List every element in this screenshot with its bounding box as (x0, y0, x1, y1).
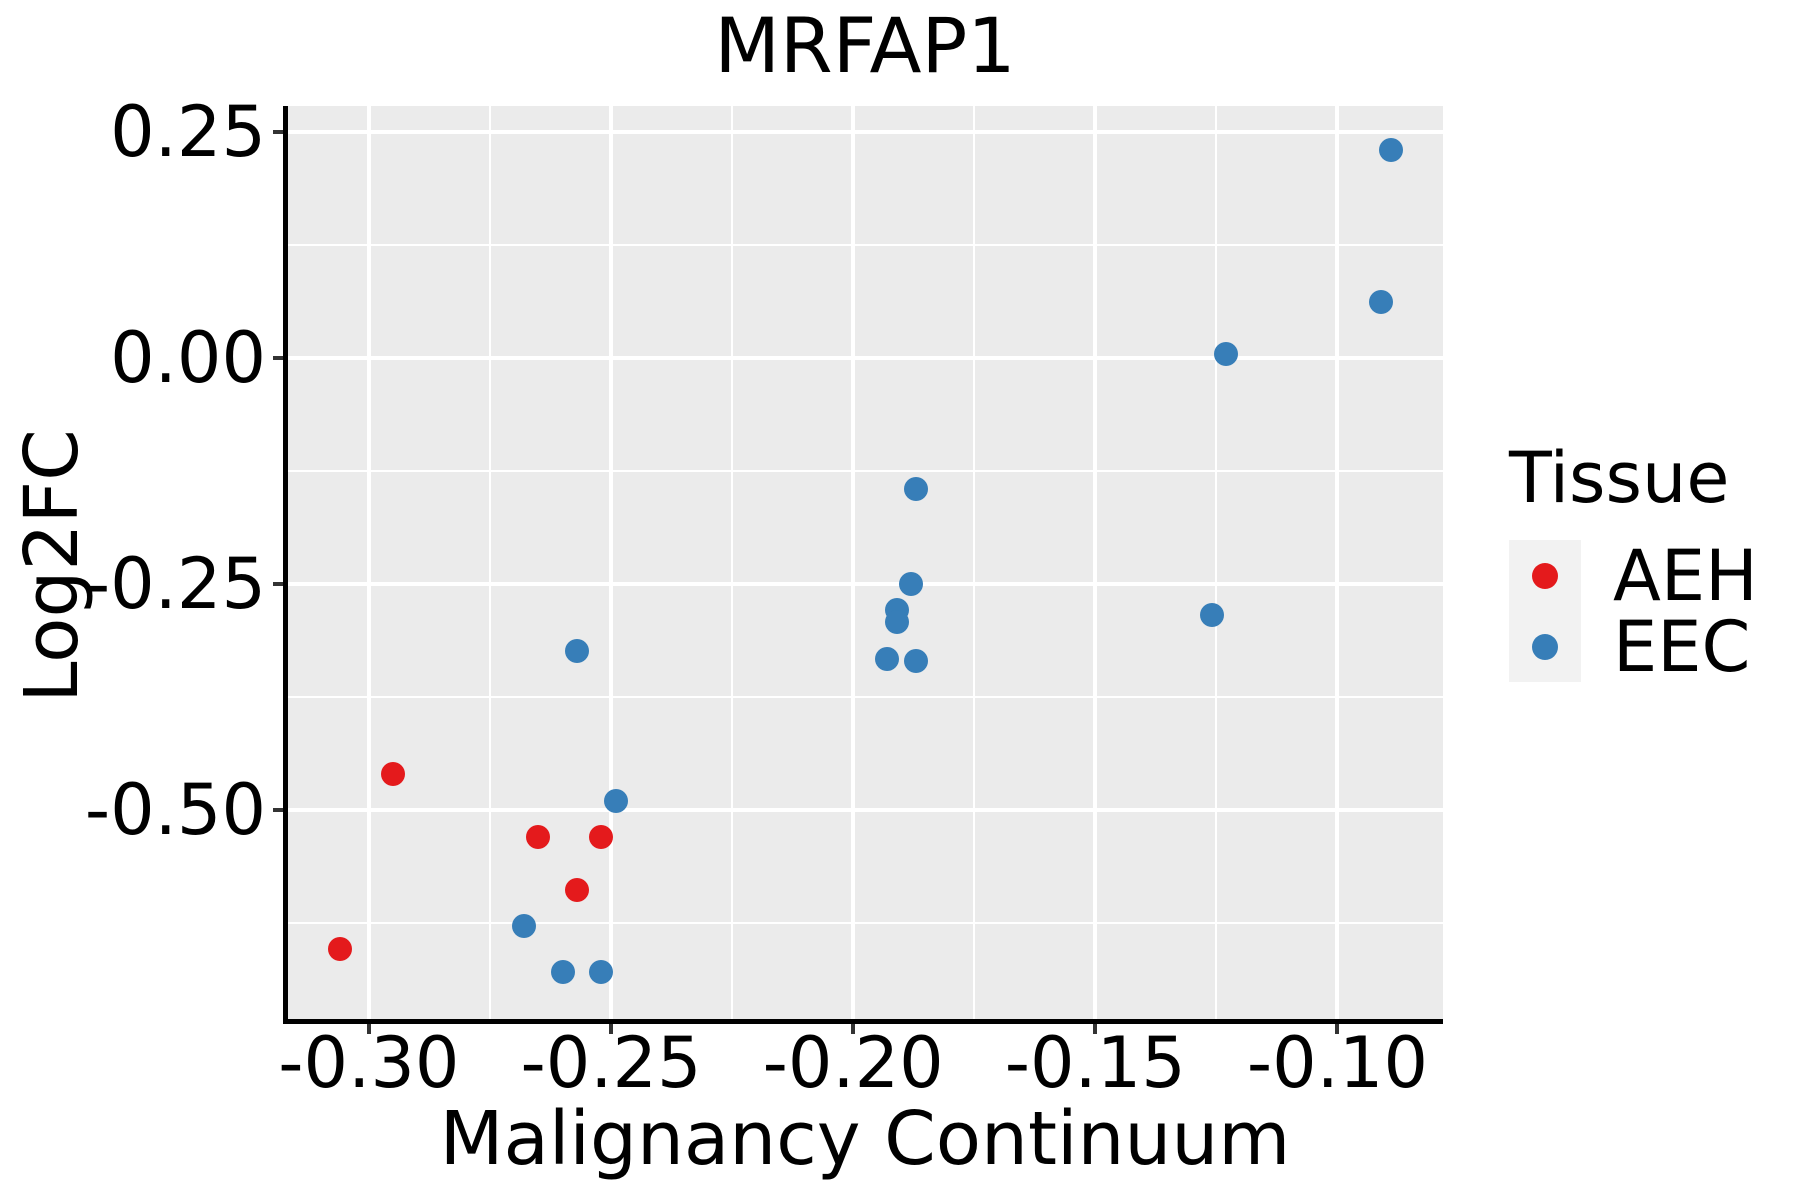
y-tick-mark (273, 808, 283, 813)
x-axis-line (283, 1019, 1443, 1024)
y-tick-label: 0.00 (110, 317, 266, 400)
data-point-eec (904, 649, 929, 674)
y-major-gridline (288, 582, 1443, 587)
x-major-gridline (609, 106, 613, 1019)
plot-panel (288, 106, 1443, 1019)
data-point-eec (589, 960, 614, 985)
x-minor-gridline (1215, 106, 1218, 1019)
x-tick-mark (1335, 1024, 1340, 1034)
data-point-aeh (589, 824, 614, 849)
x-major-gridline (1335, 106, 1340, 1019)
data-point-eec (565, 639, 590, 664)
legend-item-eec: EEC (1509, 611, 1758, 682)
data-point-aeh (327, 936, 352, 961)
y-major-gridline (288, 356, 1443, 361)
x-tick-label: -0.15 (1004, 1022, 1186, 1104)
y-minor-gridline (288, 244, 1443, 247)
legend-key-box (1509, 611, 1581, 682)
x-tick-mark (851, 1024, 856, 1034)
data-point-eec (1199, 603, 1224, 628)
legend-dot-aeh-icon (1532, 562, 1558, 589)
x-tick-label: -0.25 (520, 1022, 702, 1104)
data-point-aeh (526, 824, 551, 849)
y-major-gridline (288, 808, 1443, 813)
x-major-gridline (851, 106, 856, 1019)
data-point-eec (550, 960, 575, 985)
data-point-eec (1214, 341, 1239, 366)
x-tick-mark (366, 1024, 371, 1034)
y-major-gridline (288, 130, 1443, 135)
legend-key-box (1509, 540, 1581, 611)
legend-item-aeh: AEH (1509, 540, 1758, 611)
x-tick-mark (609, 1024, 613, 1034)
y-tick-mark (273, 130, 283, 135)
y-minor-gridline (288, 470, 1443, 473)
data-point-eec (1369, 290, 1393, 315)
data-point-eec (603, 788, 628, 813)
data-point-aeh (565, 878, 590, 902)
y-tick-label: 0.25 (110, 91, 266, 174)
x-minor-gridline (731, 106, 734, 1019)
x-major-gridline (1093, 106, 1098, 1019)
x-tick-label: -0.10 (1246, 1022, 1428, 1104)
x-axis-title: Malignancy Continuum (439, 1096, 1291, 1182)
y-minor-gridline (288, 696, 1443, 699)
y-tick-label: -0.25 (84, 543, 266, 626)
data-point-eec (1378, 137, 1403, 162)
data-point-eec (899, 571, 924, 596)
x-tick-label: -0.30 (278, 1022, 460, 1104)
data-point-eec (511, 914, 536, 939)
data-point-eec (875, 646, 900, 671)
x-tick-label: -0.20 (762, 1022, 944, 1104)
y-tick-mark (273, 356, 283, 361)
legend-dot-eec-icon (1532, 633, 1558, 660)
legend-label-aeh: AEH (1613, 534, 1758, 617)
data-point-eec (884, 609, 909, 634)
legend-label-eec: EEC (1613, 605, 1751, 688)
data-point-aeh (381, 762, 406, 787)
y-tick-label: -0.50 (84, 769, 266, 852)
legend: Tissue AEH EEC (1509, 443, 1758, 682)
data-point-eec (904, 476, 929, 501)
y-tick-mark (273, 582, 283, 587)
plot-title: MRFAP1 (714, 1, 1016, 90)
x-tick-mark (1093, 1024, 1098, 1034)
x-major-gridline (366, 106, 371, 1019)
y-axis-line (283, 106, 288, 1024)
x-minor-gridline (488, 106, 491, 1019)
legend-title: Tissue (1509, 437, 1730, 519)
y-minor-gridline (288, 922, 1443, 925)
x-minor-gridline (973, 106, 976, 1019)
